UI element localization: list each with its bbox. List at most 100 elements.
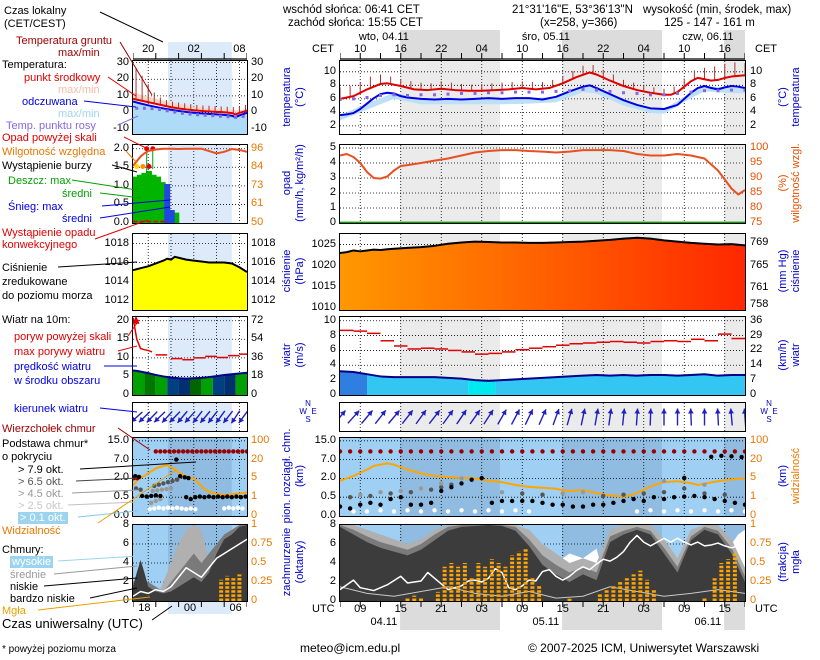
panel-mini-dir: [132, 402, 248, 432]
axis-title-r4-right-1: wiatr: [790, 343, 802, 367]
tick-mini-temp-left-10: 10: [116, 88, 129, 101]
tick-mini-wiatr-left-10: 10: [116, 350, 129, 363]
panel-main-temp: [339, 60, 746, 135]
date-bottom-04.11: 04.11: [370, 616, 398, 628]
legend-label-wiatr-na-10m-: Wiatr na 10m:: [2, 314, 71, 326]
date-bottom-05.11: 05.11: [532, 616, 560, 628]
legend-label-kierunek-wiatru: kierunek wiatru: [14, 403, 88, 415]
tick-main-cisn-right-758: 758: [750, 298, 769, 311]
legend-label-wierzchołek-chmur: Wierzchołek chmur: [2, 423, 96, 435]
panel-main-zachm: [339, 524, 746, 602]
tick-mini-wiatr-right-36: 36: [251, 350, 264, 363]
utc-tick-03: 03: [475, 603, 488, 615]
tick-mini-opad-right-50: 50: [251, 216, 264, 228]
tick-main-cisn-right-765: 765: [750, 259, 769, 272]
cet-tick-22: 22: [435, 43, 448, 55]
sunrise-time: wschód słońca: 06:41 CET: [283, 4, 420, 16]
tick-mini-temp-right--10: -10: [251, 122, 267, 135]
cet-tick-22: 22: [597, 43, 610, 55]
tick-mini-zachm-left-2: 2: [122, 575, 129, 587]
mini-cet-tick-08: 08: [233, 43, 246, 55]
date-bottom-06.11: 06.11: [694, 616, 722, 628]
panel-mini-wiatr: [132, 316, 248, 396]
axis-title-r1-left-0: temperatura: [281, 66, 293, 127]
tick-main-chm-right-1: 1: [750, 490, 757, 503]
axis-title-r7-left-1: (oktanty): [294, 540, 306, 584]
tick-mini-chm-left-0.5: 0.5: [113, 490, 129, 503]
tick-main-zachm-left-0: 0: [329, 594, 336, 606]
panel-mini-cisn: [132, 233, 248, 311]
tick-mini-temp-left--10: -10: [113, 122, 129, 135]
legend-label-średni: średni: [62, 188, 92, 200]
axis-title-r2-left-1: (mm/h, kg/m²/h): [294, 144, 306, 222]
legend-label-wysokie: wysokie: [10, 556, 54, 568]
panel-mini-chm: [132, 437, 248, 517]
axis-title-r4-left-0: wiatr: [281, 343, 293, 367]
tick-mini-opad-left-0.5: 0.5: [113, 197, 129, 210]
tick-mini-chm-left-7.0: 7.0: [113, 452, 129, 465]
sunset-time: zachód słońca: 15:55 CET: [288, 17, 423, 29]
tick-main-wiatr-left-4: 4: [329, 358, 336, 371]
tick-main-wiatr-right-7: 7: [750, 373, 757, 386]
tick-main-zachm-right-0: 0: [750, 594, 757, 606]
tick-main-opad-left-5: 5: [329, 141, 336, 153]
axis-title-r6-left-0: pion. rozciągł. chm.: [281, 428, 293, 524]
panel-mini-opad: [132, 144, 248, 224]
legend-label-czas-uniwersalny-utc-: Czas uniwersalny (UTC): [2, 616, 143, 631]
tick-main-temp-left-10: 10: [323, 64, 336, 77]
tick-main-chm-right-0: 0: [750, 509, 757, 521]
tick-main-temp-left-2: 2: [329, 118, 336, 131]
copyright-text: © 2007-2025 ICM, Uniwersytet Warszawski: [528, 641, 760, 655]
legend-label-deszcz-max: Deszcz: max: [8, 175, 71, 187]
mini-utc-tick-18: 18: [138, 602, 151, 614]
axis-title-r3-right-0: (mm Hg): [777, 249, 789, 293]
tick-main-temp-left-8: 8: [329, 78, 336, 91]
utc-tick-21: 21: [597, 603, 610, 615]
utc-label-left: UTC: [312, 603, 335, 615]
tick-mini-cisn-right-1018: 1018: [251, 236, 276, 249]
tick-mini-cisn-left-1016: 1016: [104, 255, 129, 268]
tick-main-temp-right-8: 8: [750, 78, 757, 91]
tick-main-chm-left-15.0: 15.0: [314, 433, 336, 446]
tick-mini-opad-right-96: 96: [251, 141, 264, 154]
legend-label-bardzo-niskie: bardzo niskie: [10, 593, 75, 605]
tick-mini-chm-right-100: 100: [251, 433, 270, 446]
tick-mini-wiatr-right-0: 0: [251, 388, 258, 400]
tick-main-cisn-left-1010: 1010: [311, 300, 336, 313]
cet-label-left: CET: [312, 43, 334, 55]
tick-mini-zachm-left-6: 6: [122, 537, 129, 549]
date-top-czw, 06.11: czw, 06.11: [682, 31, 734, 43]
axis-title-r6-right-1: widzialność: [790, 447, 802, 505]
legend-label->-7.9-okt.: > 7.9 okt.: [18, 464, 64, 476]
tick-main-chm-left-2.0: 2.0: [320, 471, 336, 484]
legend-label-w-środku-obszaru: w środku obszaru: [14, 375, 101, 387]
legend-label-zredukowane: zredukowane: [2, 276, 68, 288]
legend-label-chmury-: Chmury:: [2, 544, 44, 556]
compass-we: W E: [760, 407, 778, 416]
axis-title-r6-left-1: (km): [294, 465, 306, 487]
tick-main-opad-left-1: 1: [329, 201, 336, 213]
legend-label-max-min: max/min: [58, 47, 100, 59]
cet-tick-10: 10: [678, 43, 691, 55]
tick-main-opad-right-90: 90: [750, 171, 763, 183]
utc-label-right: UTC: [755, 603, 778, 615]
cet-tick-10: 10: [354, 43, 367, 55]
tick-main-temp-right-2: 2: [750, 118, 757, 131]
tick-main-opad-left-2: 2: [329, 186, 336, 198]
legend-label-temp.-punktu-rosy: Temp. punktu rosy: [6, 120, 96, 132]
legend-label-prędkość-wiatru: prędkość wiatru: [14, 361, 92, 373]
tick-main-zachm-left-6: 6: [329, 537, 336, 549]
tick-mini-chm-left-15.0: 15.0: [107, 433, 129, 446]
mini-utc-tick-00: 00: [183, 602, 197, 614]
legend-label-max-min: max/min: [58, 108, 100, 120]
legend-label->-2.5-okt.: > 2.5 okt.: [18, 500, 64, 512]
contact-email-link[interactable]: meteo@icm.edu.pl: [300, 641, 401, 655]
tick-main-opad-left-3: 3: [329, 171, 336, 183]
utc-tick-15: 15: [556, 603, 569, 615]
tick-main-opad-right-75: 75: [750, 216, 763, 228]
tick-main-opad-right-100: 100: [750, 141, 769, 153]
tick-main-chm-right-100: 100: [750, 433, 769, 446]
axis-title-r7-right-0: (frakcja): [777, 542, 789, 582]
tick-mini-wiatr-right-72: 72: [251, 313, 264, 326]
axis-title-r7-right-1: mgła: [790, 550, 802, 574]
